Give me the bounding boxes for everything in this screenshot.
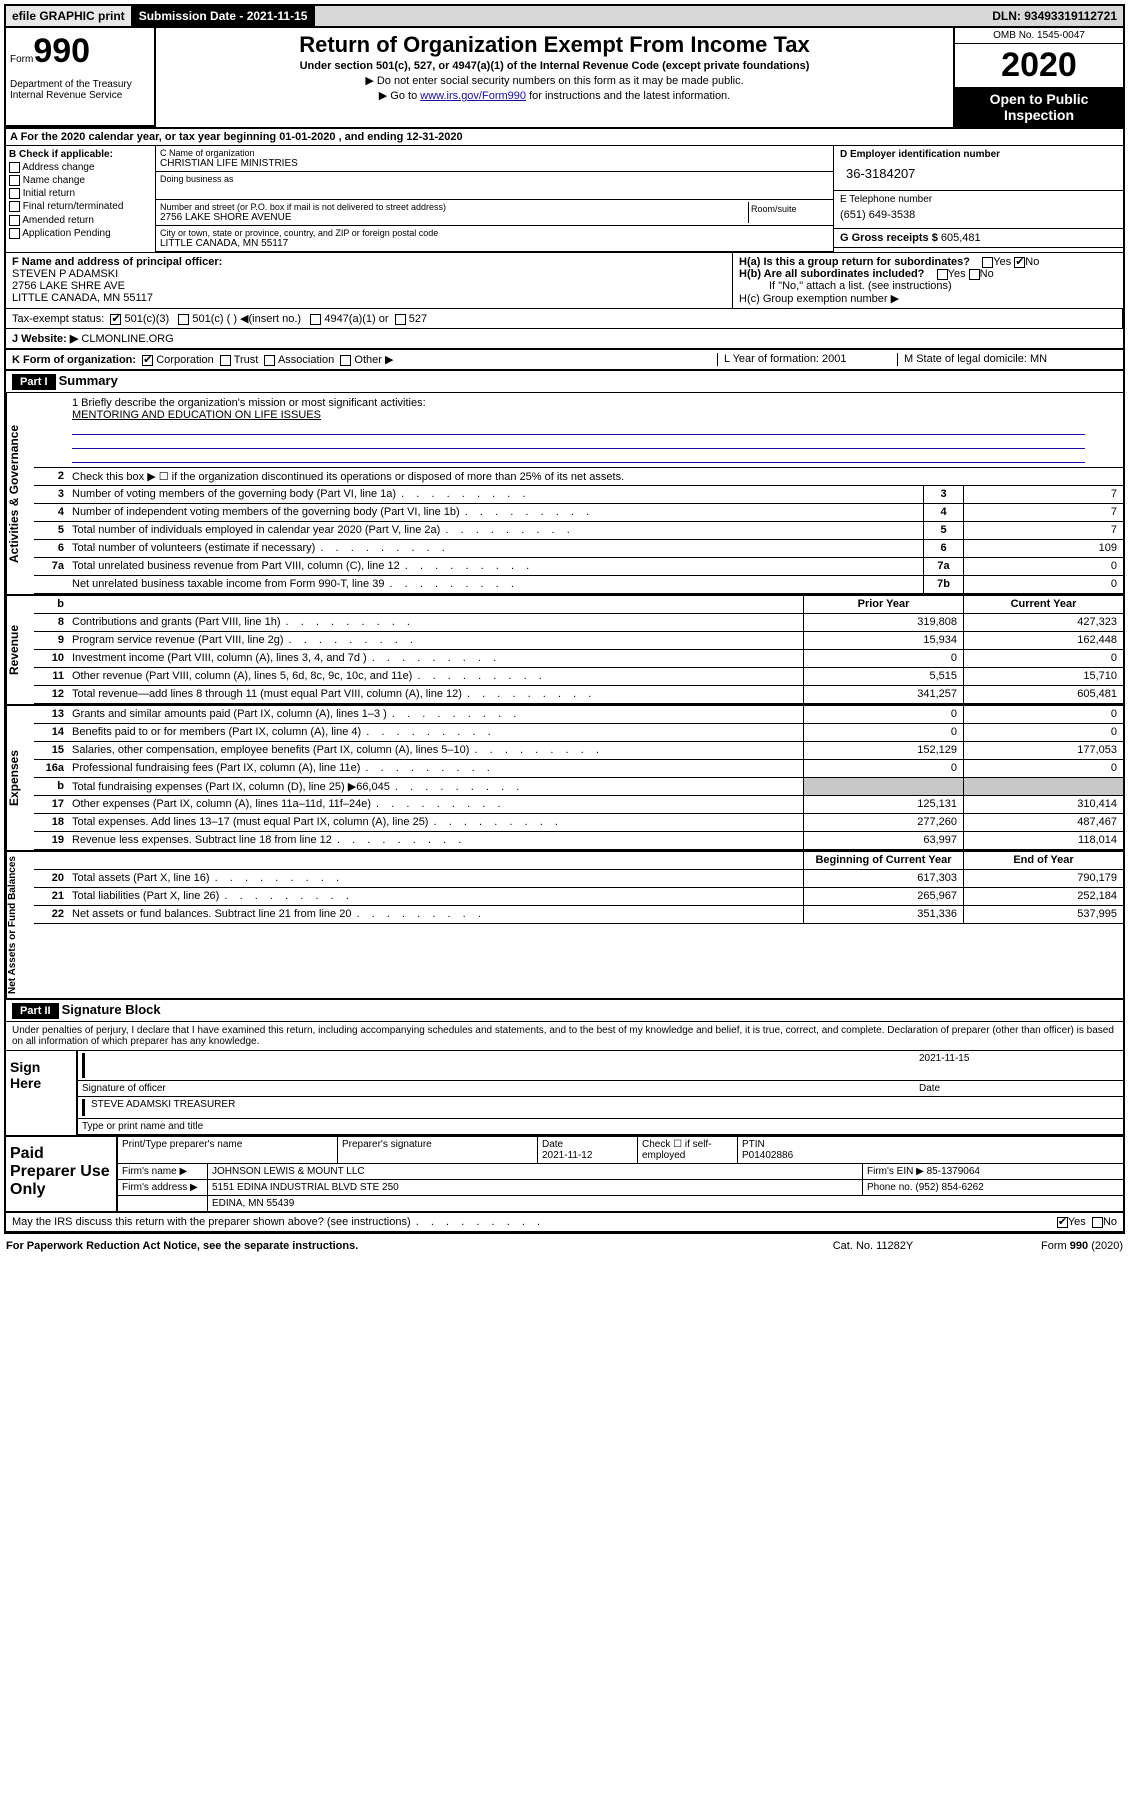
spacer [315, 13, 327, 19]
penalty-text: Under penalties of perjury, I declare th… [6, 1022, 1123, 1051]
firm-name: JOHNSON LEWIS & MOUNT LLC [208, 1164, 863, 1179]
efile-label[interactable]: efile GRAPHIC print [6, 6, 133, 26]
dln-number: DLN: 93493319112721 [986, 6, 1123, 26]
website-row: J Website: ▶ CLMONLINE.ORG [6, 329, 1123, 350]
cb-final[interactable]: Final return/terminated [9, 201, 152, 212]
dept-treasury: Department of the Treasury Internal Reve… [6, 75, 156, 127]
ptin: P01402886 [742, 1150, 793, 1161]
tax-year: 2020 [955, 44, 1123, 87]
firm-address: 5151 EDINA INDUSTRIAL BLVD STE 250 [208, 1180, 863, 1195]
tax-status: Tax-exempt status: 501(c)(3) 501(c) ( ) … [6, 309, 1123, 329]
firm-phone: (952) 854-6262 [915, 1182, 983, 1193]
box-f: F Name and address of principal officer:… [6, 253, 733, 308]
gross-receipts: G Gross receipts $ 605,481 [834, 229, 1123, 248]
form-number-box: Form990 [6, 28, 156, 75]
officer-name: STEVE ADAMSKI TREASURER [82, 1099, 1119, 1116]
preparer-section: Paid Preparer Use Only Print/Type prepar… [6, 1137, 1123, 1213]
cb-initial[interactable]: Initial return [9, 188, 152, 199]
entity-section: B Check if applicable: Address change Na… [6, 146, 1123, 252]
part1-header: Part I Summary [6, 371, 1123, 393]
main-title: Return of Organization Exempt From Incom… [160, 32, 949, 58]
year-formation: L Year of formation: 2001 [717, 353, 897, 366]
box-c: C Name of organizationCHRISTIAN LIFE MIN… [156, 146, 833, 252]
page-footer: For Paperwork Reduction Act Notice, see … [0, 1238, 1129, 1254]
year-box: OMB No. 1545-0047 2020 Open to Public In… [953, 28, 1123, 127]
tax-period: A For the 2020 calendar year, or tax yea… [6, 129, 1123, 146]
org-name: CHRISTIAN LIFE MINISTRIES [160, 158, 829, 169]
open-inspection: Open to Public Inspection [955, 87, 1123, 127]
irs-link[interactable]: www.irs.gov/Form990 [420, 90, 526, 102]
form-ref: Form 990 (2020) [973, 1240, 1123, 1252]
expenses-label: Expenses [6, 706, 34, 850]
submission-date: Submission Date - 2021-11-15 [133, 6, 316, 26]
netassets-label: Net Assets or Fund Balances [6, 852, 34, 998]
ein: 36-3184207 [840, 160, 1117, 187]
governance-label: Activities & Governance [6, 393, 34, 594]
signature-section: Sign Here 2021-11-15 Signature of office… [6, 1051, 1123, 1137]
top-bar: efile GRAPHIC print Submission Date - 20… [6, 6, 1123, 28]
form-title: Return of Organization Exempt From Incom… [156, 28, 953, 127]
mission-text: MENTORING AND EDUCATION ON LIFE ISSUES [72, 409, 1085, 421]
cb-amended[interactable]: Amended return [9, 215, 152, 226]
cb-addr-change[interactable]: Address change [9, 162, 152, 173]
cb-pending[interactable]: Application Pending [9, 228, 152, 239]
state-domicile: M State of legal domicile: MN [897, 353, 1117, 366]
omb-number: OMB No. 1545-0047 [955, 28, 1123, 44]
firm-ein: 85-1379064 [927, 1166, 980, 1177]
note-ssn: ▶ Do not enter social security numbers o… [160, 74, 949, 87]
irs-discuss: May the IRS discuss this return with the… [6, 1213, 1123, 1232]
box-b: B Check if applicable: Address change Na… [6, 146, 156, 252]
section-f-h: F Name and address of principal officer:… [6, 252, 1123, 309]
part2-header: Part II Signature Block [6, 1000, 1123, 1022]
cat-no: Cat. No. 11282Y [773, 1240, 973, 1252]
subtitle: Under section 501(c), 527, or 4947(a)(1)… [160, 60, 949, 72]
summary-table: Activities & Governance 1 Briefly descri… [6, 393, 1123, 596]
city-state-zip: LITTLE CANADA, MN 55117 [160, 238, 829, 249]
mission-block: 1 Briefly describe the organization's mi… [34, 393, 1123, 468]
header: Form990 Department of the Treasury Inter… [6, 28, 1123, 129]
cb-name-change[interactable]: Name change [9, 175, 152, 186]
form-org-row: K Form of organization: Corporation Trus… [6, 350, 1123, 371]
street-address: 2756 LAKE SHORE AVENUE [160, 212, 748, 223]
website-url[interactable]: CLMONLINE.ORG [81, 333, 173, 345]
box-defg: D Employer identification number36-31842… [833, 146, 1123, 252]
phone: (651) 649-3538 [840, 205, 1117, 225]
revenue-label: Revenue [6, 596, 34, 704]
paid-preparer-label: Paid Preparer Use Only [6, 1137, 116, 1211]
box-h: H(a) Is this a group return for subordin… [733, 253, 1123, 308]
form-container: efile GRAPHIC print Submission Date - 20… [4, 4, 1125, 1234]
note-link: ▶ Go to www.irs.gov/Form990 for instruct… [160, 89, 949, 102]
sign-here-label: Sign Here [6, 1051, 76, 1135]
